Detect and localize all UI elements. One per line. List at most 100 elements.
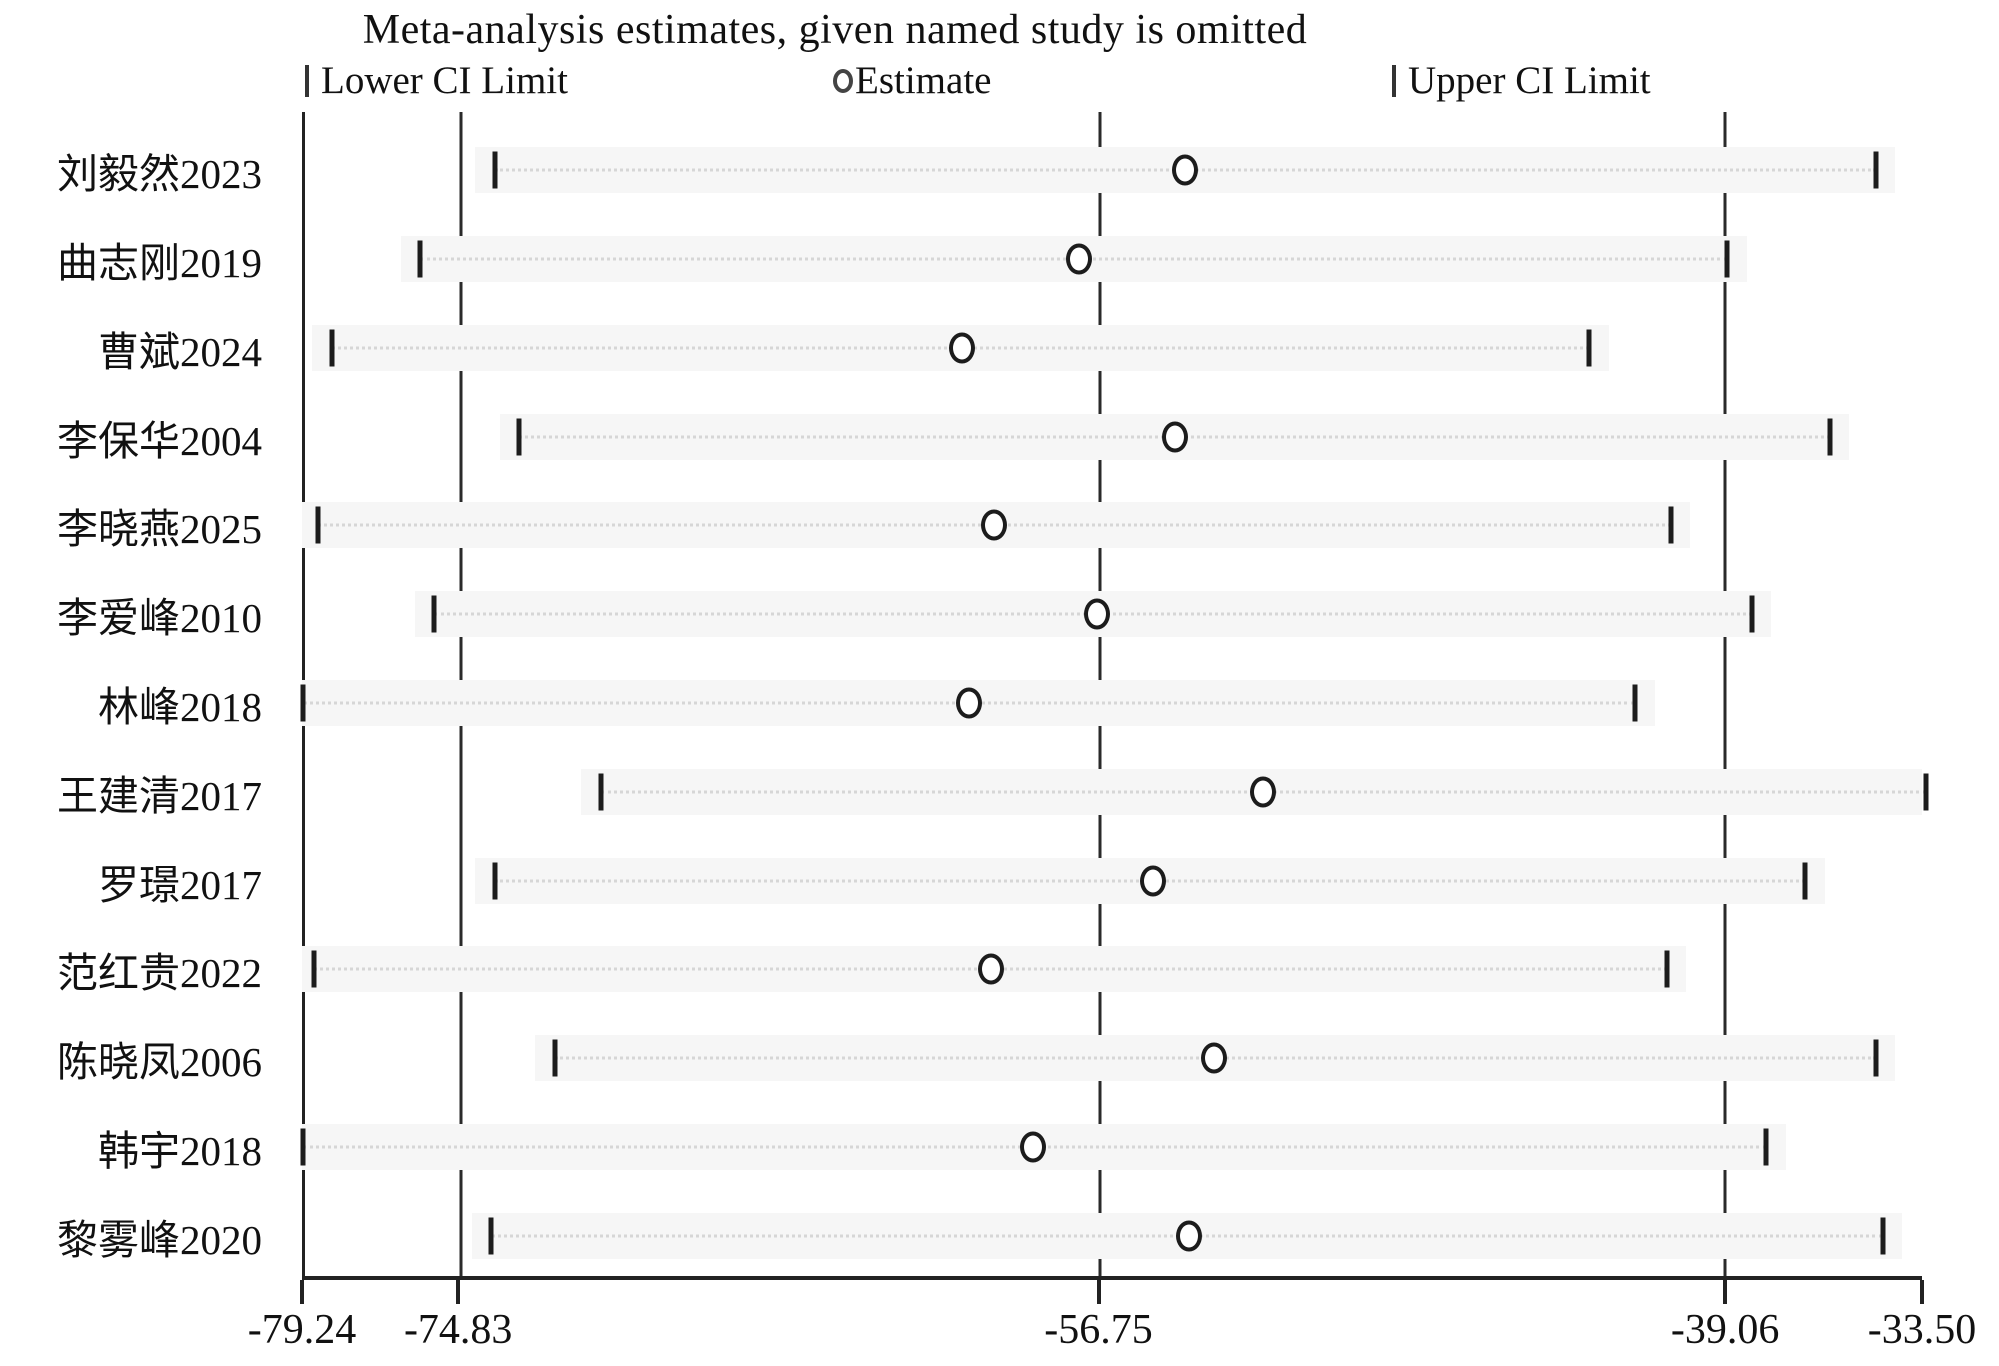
estimate-marker [1200,1042,1227,1074]
lower-ci-tick [300,684,306,722]
estimate-marker [1083,598,1110,630]
estimate-marker [1175,1220,1202,1252]
study-label: 刘毅然2023 [57,151,262,198]
study-row: 李保华2004 [0,392,1922,481]
x-axis-tick-label: -33.50 [1867,1307,1977,1353]
estimate-marker [1020,1131,1047,1163]
study-row: 曲志刚2019 [0,215,1922,304]
upper-ci-tick [1873,151,1879,189]
upper-ci-tick [1586,329,1592,367]
study-row: 黎雾峰2020 [0,1191,1922,1280]
study-track [302,570,1922,659]
legend-estimate-label: Estimate [855,59,992,102]
x-axis-tick [1723,1280,1728,1304]
estimate-marker [956,687,983,719]
study-track [300,659,1922,748]
upper-ci-tick [1763,1128,1769,1166]
lower-ci-tick [598,773,604,811]
upper-ci-tick [1749,595,1755,633]
lower-ci-tick [492,862,498,899]
upper-ci-tick [1632,684,1638,722]
study-row: 罗璟2017 [0,836,1922,925]
lower-ci-tick [417,240,423,278]
study-track [302,392,1922,481]
estimate-marker [977,953,1004,985]
x-axis-tick-label: -74.83 [403,1307,513,1353]
lower-ci-tick [516,418,522,456]
study-label: 曹斌2024 [98,328,262,375]
study-row: 王建清2017 [0,747,1929,836]
legend-lower-label: Lower CI Limit [321,59,568,102]
estimate-marker [1066,243,1093,275]
lower-ci-tick [315,506,321,544]
study-row: 李晓燕2025 [0,481,1922,570]
study-track [302,304,1922,393]
lower-ci-tick [431,595,437,633]
study-label: 李晓燕2025 [57,506,262,553]
upper-ci-tick [1664,950,1670,988]
study-label: 王建清2017 [57,772,262,819]
lower-ci-tick [311,950,317,988]
study-row: 韩宇2018 [0,1102,1922,1191]
study-track [302,215,1922,304]
study-row: 陈晓凤2006 [0,1014,1922,1103]
upper-ci-tick [1880,1217,1886,1255]
study-row: 范红贵2022 [0,925,1922,1014]
study-track [302,1191,1922,1280]
study-row: 曹斌2024 [0,304,1922,393]
upper-ci-tick [1802,862,1808,899]
study-label: 韩宇2018 [98,1127,262,1174]
study-row: 刘毅然2023 [0,126,1922,215]
x-axis-tick [300,1280,304,1304]
estimate-marker [1140,865,1167,896]
study-track [300,1102,1922,1191]
legend-upper-label: Upper CI Limit [1408,59,1651,102]
estimate-marker [1172,154,1199,186]
study-label: 范红贵2022 [57,950,262,997]
x-axis-tick [456,1280,461,1304]
study-row: 李爱峰2010 [0,570,1922,659]
study-label: 曲志刚2019 [57,240,262,287]
x-axis-tick-label: -39.06 [1670,1307,1780,1353]
lower-ci-tick [492,151,498,189]
x-axis-tick-label: -79.24 [247,1307,357,1353]
study-track [302,1014,1922,1103]
study-label: 陈晓凤2006 [57,1039,262,1086]
study-track [302,126,1922,215]
study-label: 林峰2018 [98,683,262,730]
study-label: 李爱峰2010 [57,595,262,642]
upper-ci-tick [1724,240,1730,278]
lower-ci-tick [488,1217,494,1255]
x-axis-tick-label: -56.75 [1044,1307,1153,1353]
estimate-circle-icon [833,68,853,93]
upper-ci-tick [1923,773,1929,811]
study-track [302,481,1922,570]
upper-ci-tick [1668,506,1674,544]
reference-line [1723,112,1727,1276]
x-axis: -79.24 -74.83 -56.75 -39.06 -33.50 [248,1280,1976,1366]
lower-ci-tick [552,1039,558,1077]
study-track [302,747,1929,836]
upper-ci-tick-icon [1392,64,1396,97]
x-axis-tick [1920,1280,1924,1304]
study-row: 林峰2018 [0,659,1922,748]
legend: Lower CI Limit Estimate Upper CI Limit [0,58,1999,110]
study-label: 黎雾峰2020 [57,1216,262,1263]
lower-ci-tick [329,329,335,367]
estimate-marker [949,332,976,364]
estimate-marker [1250,776,1277,808]
estimate-marker [1161,421,1188,453]
study-rows: 刘毅然2023 曲志刚2019 曹斌2024 李保华2004 [0,112,1929,1280]
upper-ci-tick [1873,1039,1879,1077]
upper-ci-tick [1827,418,1833,456]
study-track [302,925,1922,1014]
lower-ci-tick-icon [305,64,309,97]
lower-ci-tick [300,1128,306,1166]
legend-item-lower-ci: Lower CI Limit [305,58,568,103]
study-track [302,836,1922,925]
x-axis-tick [1096,1280,1101,1304]
chart-title: Meta-analysis estimates, given named stu… [362,7,1308,53]
estimate-marker [981,509,1008,541]
legend-item-estimate: Estimate [833,58,991,103]
